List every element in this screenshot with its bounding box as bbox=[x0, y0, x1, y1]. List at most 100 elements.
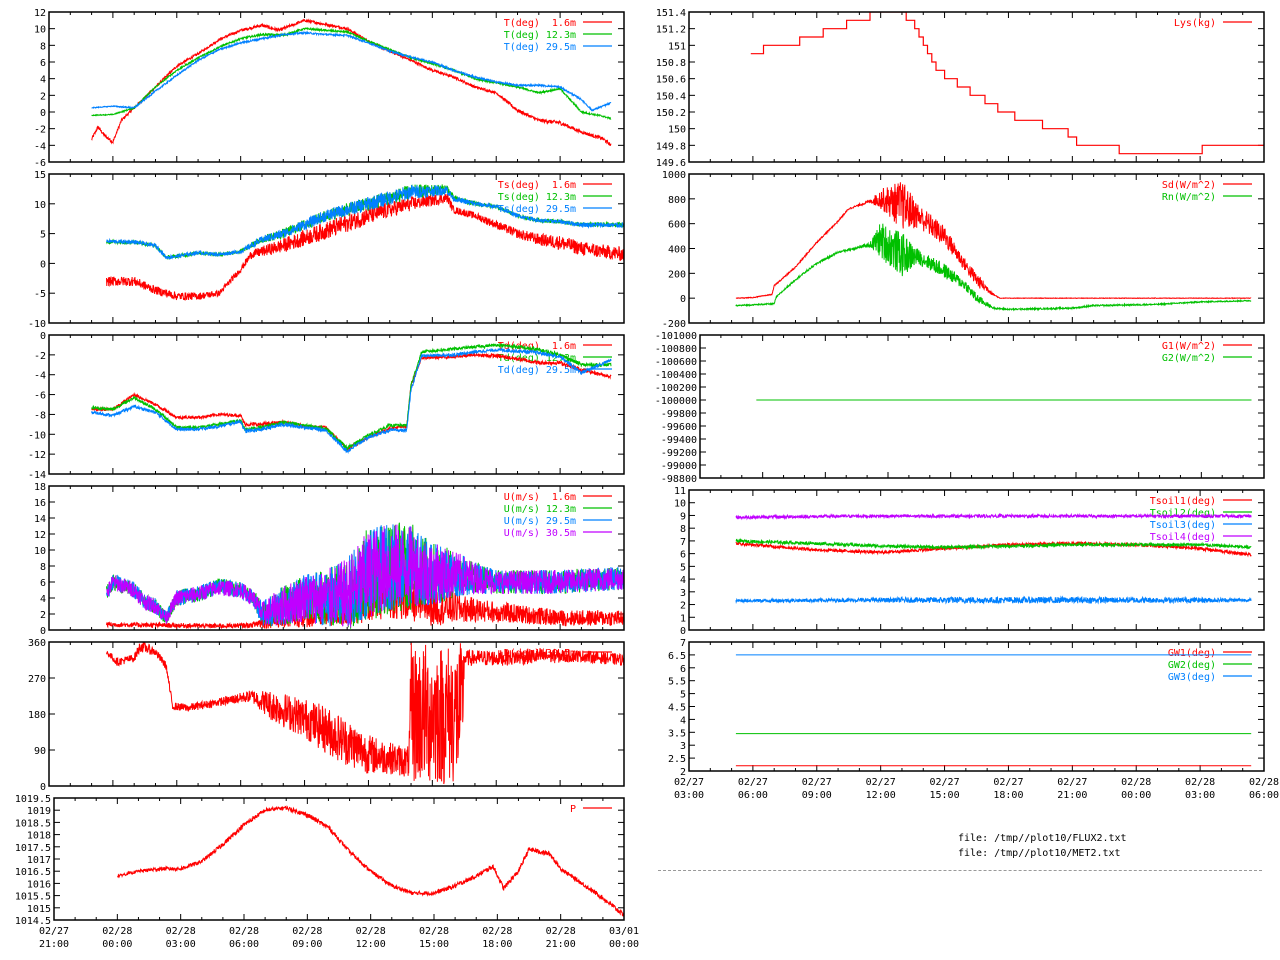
series-line bbox=[735, 182, 1252, 300]
series-line bbox=[91, 18, 612, 146]
y-tick-label: -14 bbox=[28, 470, 46, 481]
x-tick-label-date: 02/27 bbox=[674, 777, 704, 788]
series-line bbox=[91, 347, 612, 454]
x-tick-label-date: 02/28 bbox=[1185, 777, 1215, 788]
y-tick-label: -6 bbox=[34, 158, 46, 169]
x-tick-label-time: 03:00 bbox=[674, 790, 704, 801]
y-tick-label: 14 bbox=[34, 514, 46, 525]
y-tick-label: 4.5 bbox=[668, 703, 686, 714]
y-tick-label: 18 bbox=[34, 482, 46, 493]
legend-label: Sd(W/m^2) bbox=[1162, 180, 1216, 191]
y-tick-label: 1014.5 bbox=[15, 916, 51, 927]
x-tick-label-time: 03:00 bbox=[166, 939, 196, 950]
legend-label: P bbox=[570, 804, 576, 815]
legend-label: Rn(W/m^2) bbox=[1162, 192, 1216, 203]
legend-label: T(deg) 12.3m bbox=[504, 30, 576, 41]
panel-frame bbox=[48, 485, 625, 631]
y-tick-label: 3 bbox=[680, 588, 686, 599]
series-line bbox=[735, 512, 1252, 521]
x-tick-label-time: 21:00 bbox=[1057, 790, 1087, 801]
x-tick-label-date: 02/28 bbox=[166, 926, 196, 937]
y-tick-label: 1019 bbox=[27, 806, 51, 817]
legend-label: U(m/s) 1.6m bbox=[504, 492, 576, 503]
y-tick-label: 10 bbox=[674, 499, 686, 510]
y-tick-label: 0 bbox=[40, 259, 46, 270]
y-tick-label: 6.5 bbox=[668, 651, 686, 662]
y-tick-label: 6 bbox=[40, 58, 46, 69]
y-tick-label: 5.5 bbox=[668, 677, 686, 688]
x-tick-label-date: 02/27 bbox=[930, 777, 960, 788]
panel-g: -101000 -100800 -100600 -100400 -100200 -1000… bbox=[655, 331, 1265, 485]
y-tick-label: 150 bbox=[668, 125, 686, 136]
y-tick-label: 7 bbox=[680, 537, 686, 548]
y-tick-label: -4 bbox=[34, 141, 46, 152]
y-tick-label: 1019.5 bbox=[15, 794, 51, 805]
y-tick-label: -100600 bbox=[655, 357, 697, 368]
file-label-met: file: /tmp//plot10/MET2.txt bbox=[958, 848, 1121, 859]
y-tick-label: 150.8 bbox=[656, 58, 686, 69]
x-tick-label-time: 12:00 bbox=[866, 790, 896, 801]
y-tick-label: 270 bbox=[28, 674, 46, 685]
y-tick-label: 8 bbox=[40, 41, 46, 52]
y-tick-label: 2 bbox=[40, 91, 46, 102]
x-tick-label-time: 18:00 bbox=[482, 939, 512, 950]
y-tick-label: -99400 bbox=[661, 435, 697, 446]
series-line bbox=[91, 30, 612, 112]
x-tick-label-time: 15:00 bbox=[930, 790, 960, 801]
y-tick-label: -99800 bbox=[661, 409, 697, 420]
x-tick-label-date: 02/28 bbox=[292, 926, 322, 937]
y-tick-label: 0 bbox=[680, 294, 686, 305]
series-line bbox=[106, 524, 624, 628]
x-tick-label-date: 02/27 bbox=[39, 926, 69, 937]
y-tick-label: 400 bbox=[668, 245, 686, 256]
x-tick-label-date: 02/28 bbox=[546, 926, 576, 937]
y-tick-label: 360 bbox=[28, 638, 46, 649]
x-tick-label-time: 06:00 bbox=[229, 939, 259, 950]
dashed-separator bbox=[658, 870, 1262, 871]
y-tick-label: 151.4 bbox=[656, 8, 686, 19]
x-tick-label-time: 00:00 bbox=[609, 939, 639, 950]
panel-lys: 149.6 149.8 150 150.2 150.4 150.6 150.8 151 151.… bbox=[656, 8, 1265, 169]
y-tick-label: -99200 bbox=[661, 448, 697, 459]
y-tick-label: -100800 bbox=[655, 344, 697, 355]
y-tick-label: 9 bbox=[680, 511, 686, 522]
x-tick-label-date: 02/28 bbox=[356, 926, 386, 937]
y-tick-label: 6 bbox=[680, 550, 686, 561]
x-tick-label-time: 03:00 bbox=[1185, 790, 1215, 801]
x-tick-label-date: 03/01 bbox=[609, 926, 639, 937]
y-tick-label: 1016 bbox=[27, 879, 51, 890]
y-tick-label: 1015.5 bbox=[15, 892, 51, 903]
x-tick-label-date: 02/27 bbox=[738, 777, 768, 788]
series-line bbox=[91, 26, 612, 120]
x-tick-label-date: 02/28 bbox=[229, 926, 259, 937]
panel-frame bbox=[688, 11, 1265, 163]
y-tick-label: 6 bbox=[680, 664, 686, 675]
y-tick-label: -101000 bbox=[655, 331, 697, 342]
x-tick-label-time: 06:00 bbox=[738, 790, 768, 801]
series-line bbox=[91, 342, 612, 451]
legend-label: GW2(deg) bbox=[1168, 660, 1216, 671]
x-tick-label-date: 02/27 bbox=[866, 777, 896, 788]
y-tick-label: 2 bbox=[680, 767, 686, 778]
x-tick-label-time: 09:00 bbox=[292, 939, 322, 950]
y-tick-label: 90 bbox=[34, 746, 46, 757]
y-tick-label: -100200 bbox=[655, 383, 697, 394]
y-tick-label: 2 bbox=[680, 601, 686, 612]
y-tick-label: 151.2 bbox=[656, 25, 686, 36]
x-tick-label-time: 09:00 bbox=[802, 790, 832, 801]
panel-frame bbox=[53, 797, 625, 921]
panel-frame bbox=[48, 334, 625, 475]
y-tick-label: 3.5 bbox=[668, 728, 686, 739]
series-line bbox=[106, 642, 624, 785]
legend-label: G2(W/m^2) bbox=[1162, 353, 1216, 364]
series-line bbox=[750, 12, 1264, 155]
legend-label: Ts(deg) 29.5m bbox=[498, 204, 576, 215]
panel-frame bbox=[48, 173, 625, 324]
y-tick-label: 4 bbox=[40, 594, 46, 605]
legend-label: U(m/s) 29.5m bbox=[504, 516, 576, 527]
